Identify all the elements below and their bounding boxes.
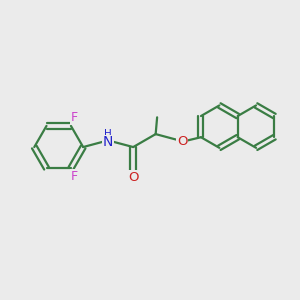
Text: N: N: [103, 135, 113, 149]
Text: F: F: [71, 170, 78, 183]
Text: H: H: [104, 129, 112, 139]
Text: F: F: [71, 111, 78, 124]
Text: O: O: [128, 171, 139, 184]
Text: O: O: [177, 135, 188, 148]
